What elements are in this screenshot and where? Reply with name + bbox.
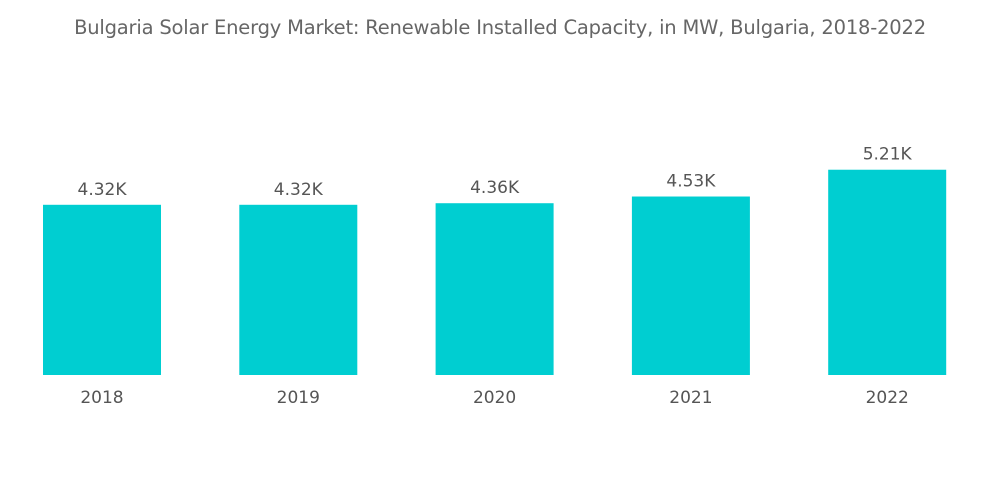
bar-2021 — [631, 196, 750, 375]
bar-2022 — [828, 169, 947, 375]
value-label-2022: 5.21K — [863, 145, 913, 165]
value-label-2018: 4.32K — [78, 180, 128, 200]
x-axis-ticks-group: 2018 2019 2020 2021 2022 — [80, 388, 908, 408]
x-tick-2021: 2021 — [669, 388, 712, 408]
x-tick-2018: 2018 — [80, 388, 123, 408]
chart-title: Bulgaria Solar Energy Market: Renewable … — [74, 16, 926, 39]
value-label-2019: 4.32K — [274, 180, 324, 200]
x-tick-2020: 2020 — [473, 388, 516, 408]
bar-2019 — [239, 204, 358, 375]
x-tick-2019: 2019 — [277, 388, 320, 408]
value-label-2020: 4.36K — [470, 178, 520, 198]
value-labels-group: 4.32K 4.32K 4.36K 4.53K 5.21K — [78, 145, 913, 200]
x-tick-2022: 2022 — [866, 388, 909, 408]
bar-2018 — [43, 204, 161, 375]
bars-group — [43, 169, 947, 375]
value-label-2021: 4.53K — [666, 172, 716, 192]
bar-2020 — [435, 203, 554, 375]
